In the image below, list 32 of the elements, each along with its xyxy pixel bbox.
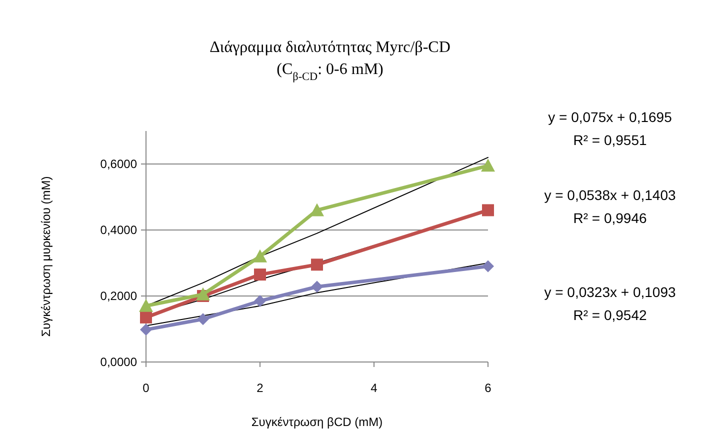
point [311, 280, 323, 293]
point [254, 268, 266, 281]
x-tick-label: 0 [142, 381, 150, 395]
x-tick-label: 6 [484, 381, 492, 395]
text: y = 0,0538x + 0,1403 [544, 187, 676, 203]
point [310, 203, 324, 216]
text: R² = 0,9551 [573, 132, 647, 148]
point [311, 258, 323, 271]
point [253, 249, 267, 262]
chart-subtitle: (C$_{β-CD}$: 0-6 mM) [276, 61, 384, 83]
point [482, 260, 494, 272]
x-tick-label: 2 [256, 381, 264, 395]
chart-title: Διάγραμμα διαλυτότητας Myrc/β-CD [210, 39, 450, 56]
point [140, 311, 152, 324]
text: R² = 0,9542 [573, 307, 647, 323]
y-tick-label: 0,0000 [100, 355, 138, 369]
point [196, 287, 210, 300]
y-tick-label: 0,2000 [100, 289, 138, 303]
text: y = 0,0323x + 0,1093 [544, 284, 676, 300]
y-tick-label: 0,6000 [100, 157, 138, 171]
point [140, 324, 152, 336]
point [482, 204, 494, 216]
text: y = 0,075x + 0,1695 [548, 109, 672, 125]
point [197, 313, 209, 326]
x-tick-label: 4 [370, 381, 378, 395]
y-tick-label: 0,4000 [100, 223, 138, 237]
y-axis-title: Συγκέντρωση μυρκενίου (mM) [39, 176, 53, 337]
point [254, 294, 266, 307]
point [481, 158, 495, 172]
point [139, 298, 153, 312]
text: R² = 0,9946 [573, 210, 647, 226]
x-axis-title: Συγκέντρωση βCD (mM) [251, 415, 383, 429]
